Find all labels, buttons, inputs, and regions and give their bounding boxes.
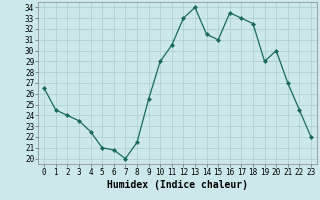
X-axis label: Humidex (Indice chaleur): Humidex (Indice chaleur) — [107, 180, 248, 190]
